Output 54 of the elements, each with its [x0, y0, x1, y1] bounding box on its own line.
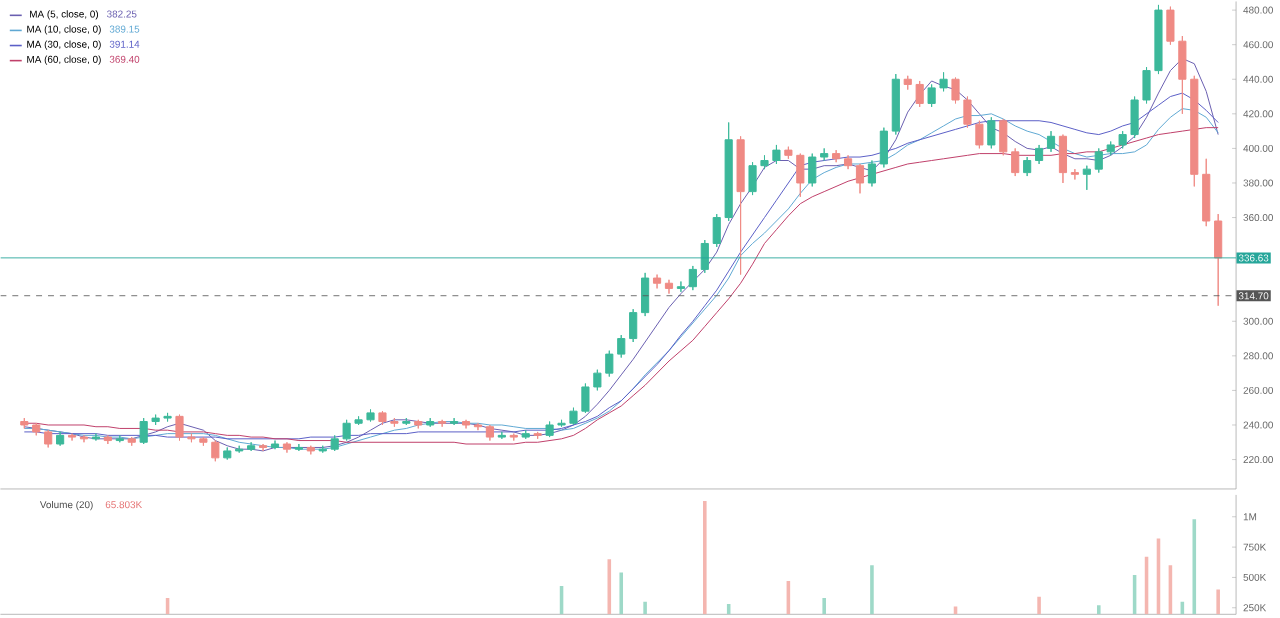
candlestick: [820, 147, 829, 162]
candlestick: [259, 443, 268, 452]
candlestick: [509, 433, 518, 442]
candlestick: [282, 441, 292, 454]
candlestick: [44, 429, 53, 449]
candlestick: [652, 274, 662, 289]
candlestick: [1046, 130, 1056, 153]
candlestick: [485, 424, 494, 442]
candlestick: [56, 431, 65, 447]
candlestick: [533, 431, 542, 440]
candlestick: [855, 163, 865, 194]
candlestick: [676, 281, 686, 293]
candlestick: [832, 149, 841, 163]
candlestick: [79, 434, 89, 443]
candlestick: [891, 73, 900, 136]
candlestick: [115, 434, 124, 443]
candlestick: [736, 135, 745, 276]
candlestick: [461, 419, 471, 430]
candlestick: [223, 447, 232, 461]
candlestick: [127, 436, 136, 447]
candlestick: [867, 160, 877, 187]
candlestick: [700, 239, 709, 274]
candlestick: [294, 443, 303, 452]
candlestick: [879, 127, 888, 168]
candlestick: [1070, 168, 1079, 181]
candlestick: [999, 118, 1008, 156]
candlestick: [1011, 147, 1020, 177]
candlestick: [1082, 165, 1091, 191]
candlestick: [521, 429, 530, 440]
candlestick: [270, 440, 280, 450]
candlestick: [235, 445, 244, 454]
candlestick: [1023, 156, 1032, 177]
candlestick: [1214, 213, 1223, 307]
candlestick: [1035, 144, 1044, 165]
candlestick: [987, 116, 996, 149]
candlestick: [67, 433, 77, 442]
candlestick: [450, 417, 459, 426]
candlestick: [664, 279, 674, 295]
candlestick: [414, 419, 423, 430]
candlestick: [402, 417, 411, 426]
candlestick: [497, 431, 506, 440]
candlestick: [688, 265, 697, 291]
candlestick: [473, 422, 483, 431]
candlestick: [438, 419, 447, 428]
candlestick: [91, 433, 101, 442]
candlestick: [808, 153, 817, 187]
candlestick: [1058, 134, 1068, 184]
candlestick: [103, 434, 112, 445]
candlestick: [843, 154, 853, 170]
candlestick: [426, 417, 435, 428]
candlestick: [247, 441, 256, 452]
candlestick: [306, 445, 315, 455]
candlestick: [629, 308, 638, 343]
candlestick: [641, 272, 650, 317]
